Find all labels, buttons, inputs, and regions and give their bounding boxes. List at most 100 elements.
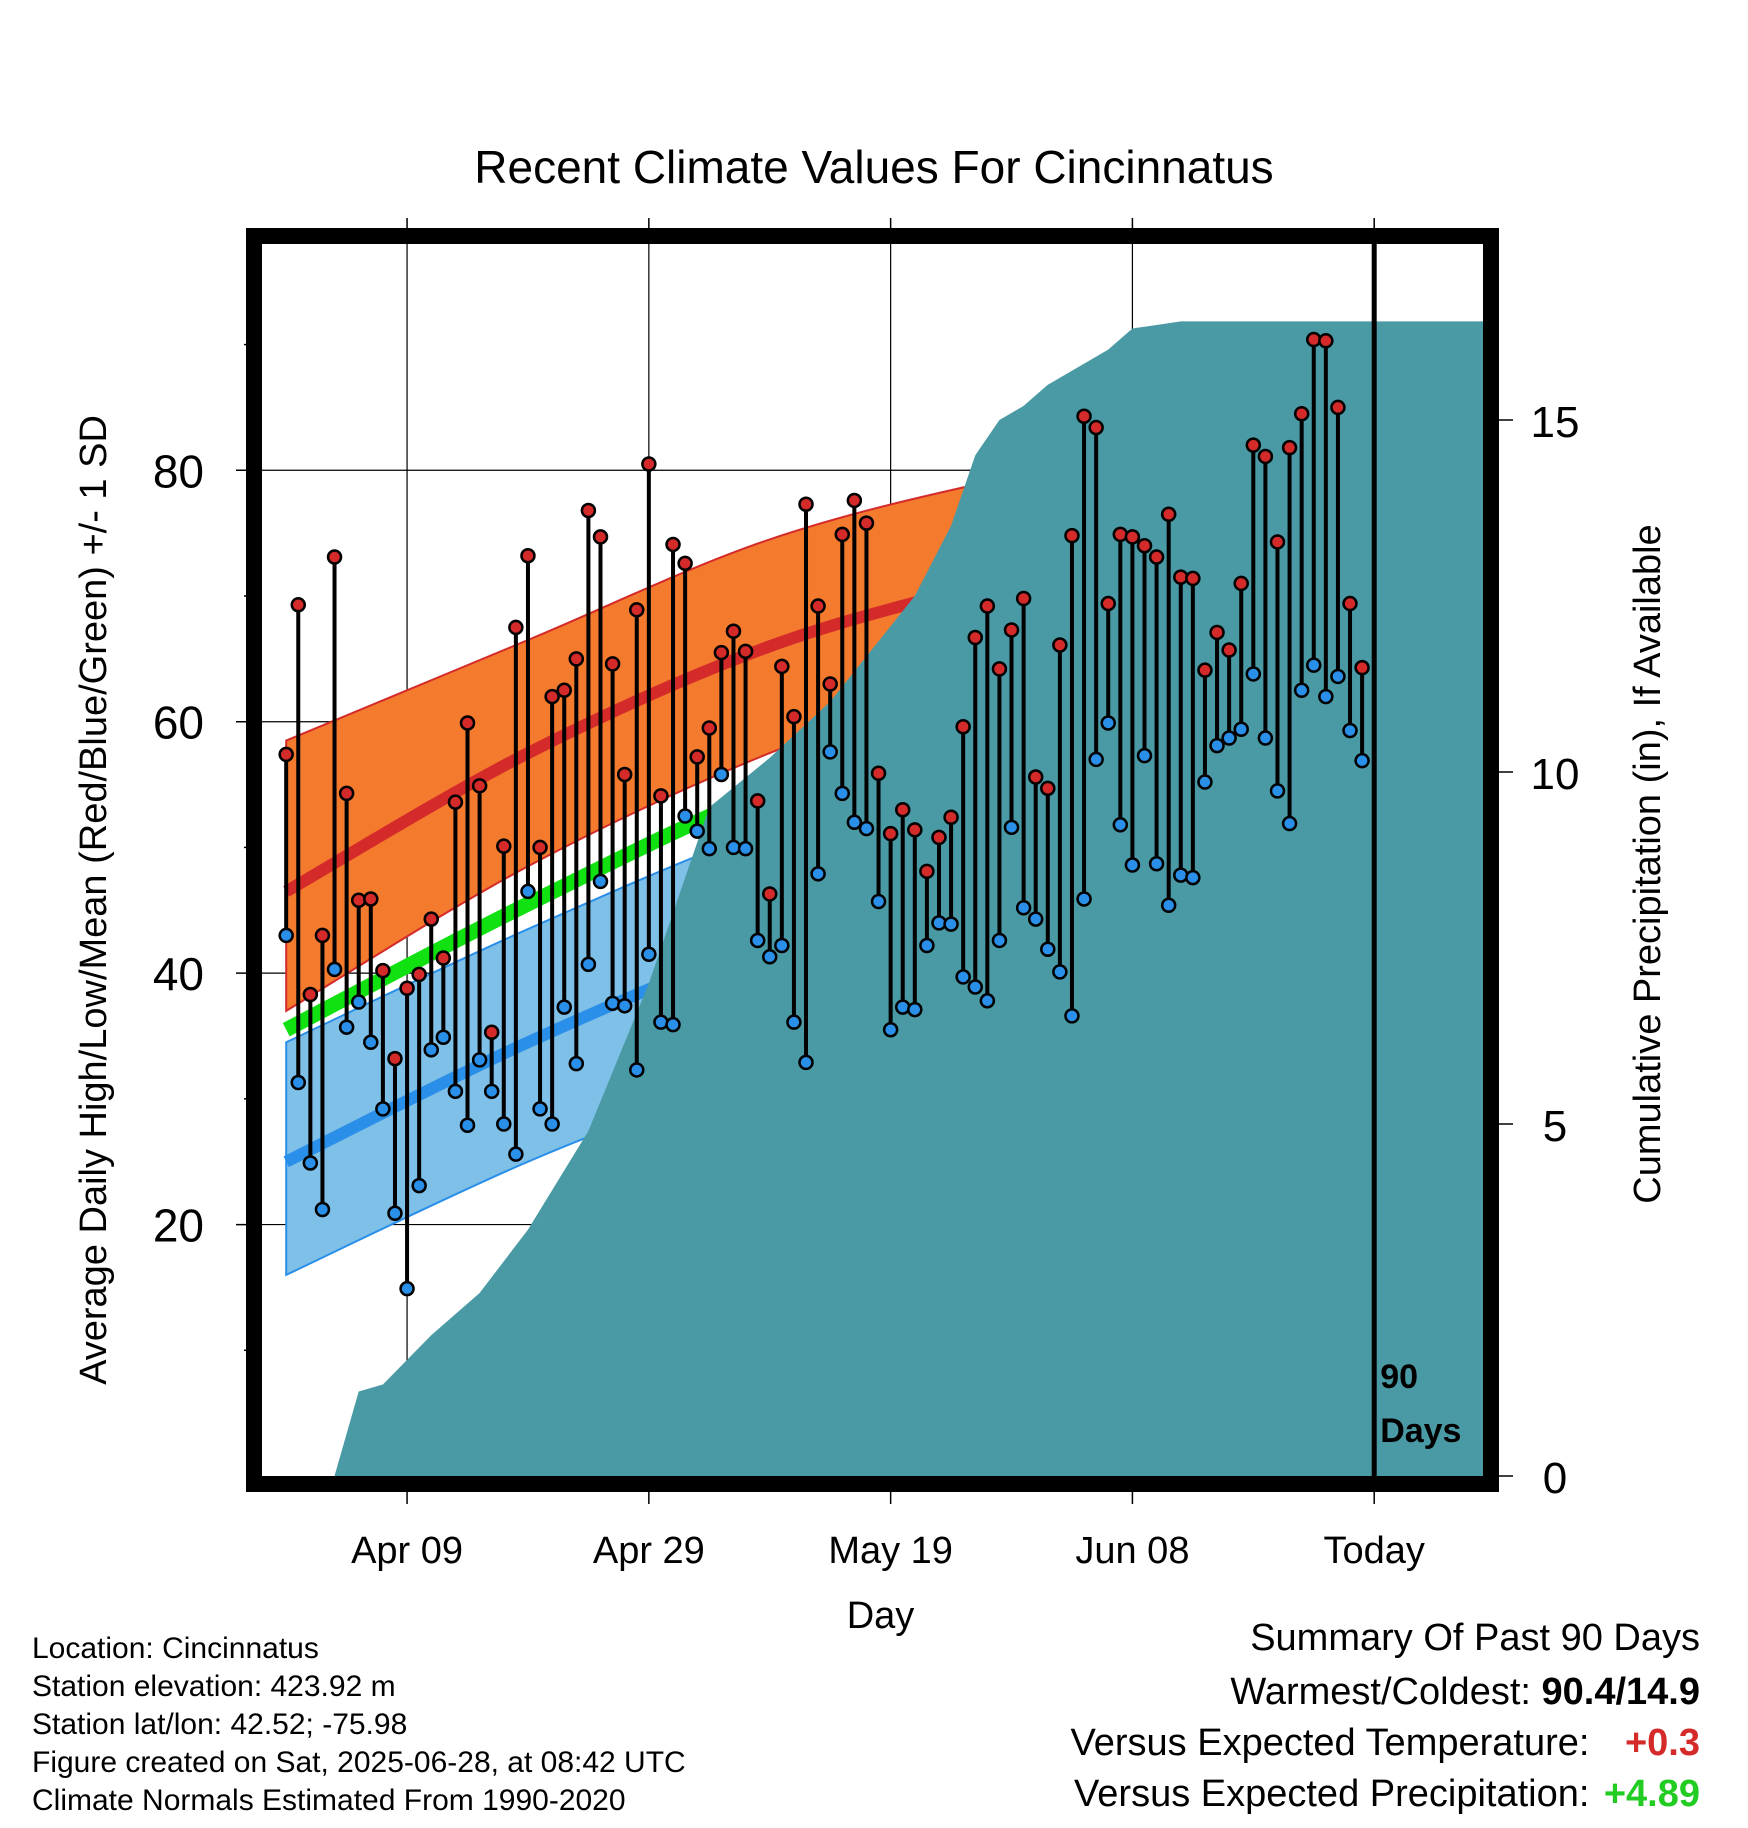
daily-low-point	[350, 994, 367, 1010]
daily-high-point	[1257, 448, 1274, 465]
daily-low-point	[955, 969, 971, 985]
plot-frame-layer: 90 Days	[246, 228, 1499, 1492]
summary-label: Versus Expected Temperature:	[1070, 1722, 1590, 1764]
daily-low-point	[1027, 911, 1044, 927]
daily-high-point	[907, 822, 923, 838]
daily-low-point	[1342, 722, 1358, 739]
daily-high-point	[532, 839, 548, 856]
daily-low-point	[435, 1029, 452, 1046]
daily-low-point	[991, 932, 1008, 949]
daily-high-point	[1330, 399, 1346, 416]
daily-low-point	[1354, 752, 1370, 769]
daily-high-point	[616, 766, 633, 783]
x-tick-label: Today	[1323, 1530, 1424, 1572]
daily-high-point	[1015, 590, 1032, 607]
y2-tick-label: 10	[1531, 750, 1580, 799]
daily-high-point	[1112, 526, 1129, 543]
daily-low-point	[1173, 867, 1189, 883]
daily-low-point	[423, 1042, 439, 1058]
daily-low-point	[749, 932, 766, 949]
summary-value: 90.4/14.9	[1541, 1671, 1700, 1713]
daily-low-point	[1245, 666, 1262, 682]
y2-tick-label: 5	[1543, 1102, 1567, 1151]
daily-low-point	[532, 1101, 548, 1117]
daily-high-point	[1269, 534, 1286, 550]
daily-low-point	[580, 956, 597, 973]
daily-low-point	[894, 999, 911, 1015]
daily-high-point	[822, 676, 838, 692]
daily-low-point	[447, 1083, 464, 1100]
daily-high-point	[1245, 437, 1262, 453]
daily-high-point	[834, 526, 851, 543]
daily-high-point	[761, 886, 778, 902]
daily-high-point	[894, 801, 911, 818]
daily-low-point	[326, 961, 343, 978]
daily-high-point	[677, 555, 693, 572]
daily-high-point	[1052, 637, 1068, 653]
daily-high-point	[749, 793, 766, 809]
daily-high-point	[411, 966, 427, 983]
daily-high-point	[689, 749, 705, 765]
chart-title: Recent Climate Values For Cincinnatus	[474, 141, 1274, 193]
daily-low-point	[943, 916, 959, 932]
daily-low-point	[846, 814, 863, 831]
daily-low-point	[1306, 657, 1322, 673]
daily-low-point	[1257, 730, 1274, 746]
daily-high-point	[870, 765, 887, 782]
daily-high-point	[1088, 419, 1104, 436]
daily-high-point	[979, 598, 996, 614]
daily-low-point	[701, 840, 718, 857]
y2-tick-label: 15	[1531, 398, 1580, 447]
summary-row-extremes: Warmest/Coldest: 90.4/14.9	[1230, 1671, 1700, 1714]
daily-low-point	[459, 1117, 476, 1134]
daily-low-point	[471, 1052, 488, 1068]
daily-high-point	[592, 529, 609, 545]
daily-high-point	[302, 986, 319, 1003]
daily-low-point	[1293, 682, 1310, 699]
footer-created: Figure created on Sat, 2025-06-28, at 08…	[32, 1746, 686, 1779]
daily-dots	[278, 331, 1370, 1297]
daily-low-point	[1197, 774, 1213, 790]
daily-high-point	[919, 863, 935, 880]
daily-high-point	[665, 536, 681, 553]
today-marker-line1: 90	[1380, 1358, 1418, 1396]
daily-high-point	[375, 962, 391, 979]
daily-low-point	[713, 766, 730, 783]
daily-low-point	[399, 1280, 415, 1297]
daily-low-point	[387, 1205, 403, 1222]
daily-low-point	[1148, 856, 1165, 872]
daily-low-point	[665, 1016, 681, 1033]
daily-high-point	[774, 658, 790, 675]
daily-low-point	[1281, 815, 1298, 832]
daily-low-point	[1233, 721, 1249, 738]
daily-low-point	[653, 1014, 669, 1030]
daily-high-point	[399, 980, 415, 996]
daily-low-point	[629, 1062, 645, 1078]
daily-low-point	[858, 820, 875, 837]
daily-high-point	[459, 715, 476, 731]
daily-high-point	[1318, 333, 1334, 349]
daily-high-point	[786, 708, 802, 725]
daily-high-point	[508, 619, 524, 636]
y-tick-label: 80	[153, 445, 204, 497]
daily-high-point	[363, 891, 379, 907]
daily-high-point	[967, 629, 984, 646]
daily-high-point	[931, 829, 947, 846]
daily-high-point	[1354, 659, 1370, 676]
daily-high-point	[1136, 537, 1153, 554]
daily-low-point	[616, 998, 633, 1014]
daily-high-point	[338, 785, 355, 802]
daily-low-point	[907, 1001, 923, 1018]
daily-high-point	[858, 515, 875, 531]
daily-high-point	[1124, 529, 1141, 545]
daily-low-point	[1064, 1008, 1080, 1024]
daily-low-point	[544, 1116, 560, 1132]
daily-low-point	[483, 1083, 500, 1100]
daily-low-point	[1124, 857, 1141, 873]
daily-high-point	[1064, 527, 1080, 544]
daily-high-point	[1233, 575, 1249, 592]
daily-low-point	[278, 927, 294, 944]
daily-low-point	[338, 1019, 355, 1035]
daily-low-point	[786, 1014, 802, 1030]
daily-high-point	[701, 720, 718, 736]
